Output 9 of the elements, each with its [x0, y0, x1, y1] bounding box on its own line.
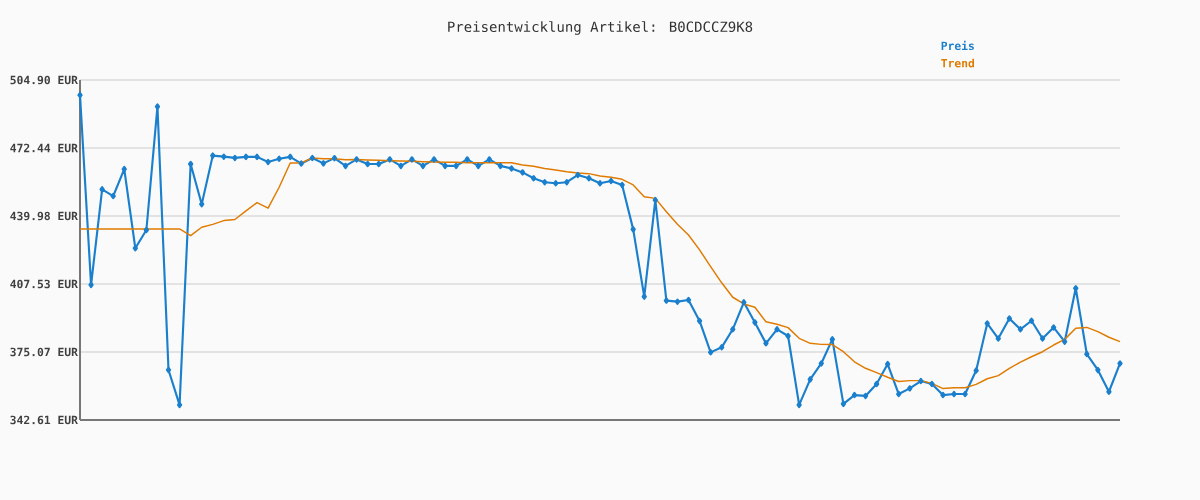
y-tick-label: 375.07 EUR — [10, 347, 78, 357]
y-tick-label: 407.53 EUR — [10, 279, 78, 289]
y-tick-label: 472.44 EUR — [10, 143, 78, 153]
y-tick-label: 504.90 EUR — [10, 75, 78, 85]
y-tick-label: 342.61 EUR — [10, 415, 78, 425]
text: Preis — [941, 40, 974, 51]
text: Trend — [941, 58, 975, 68]
chart-title: Preisentwicklung Artikel: B0CDCCZ9K8 — [448, 21, 753, 35]
y-tick-label: 439.98 EUR — [10, 211, 78, 221]
